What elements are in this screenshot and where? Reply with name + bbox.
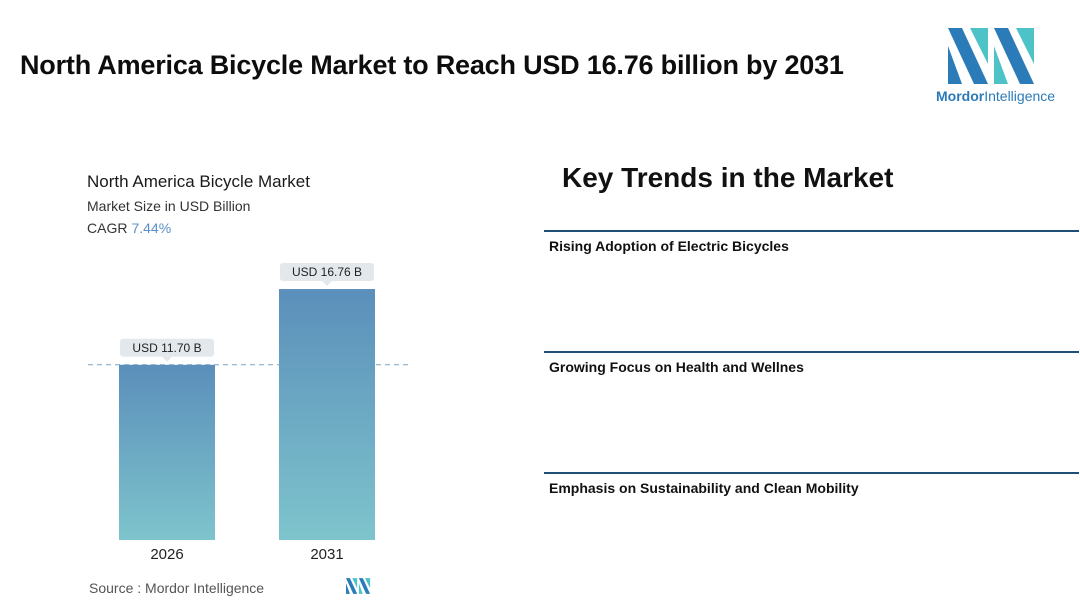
data-label: USD 16.76 B xyxy=(292,265,362,279)
chart-title: North America Bicycle Market xyxy=(87,172,310,191)
trends-heading: Key Trends in the Market xyxy=(562,162,894,193)
bar-2031 xyxy=(279,289,375,540)
trend-divider xyxy=(544,351,1079,353)
data-label-pointer xyxy=(322,281,332,287)
data-label: USD 11.70 B xyxy=(132,341,201,355)
bar-chart: USD 11.70 B 2026 USD 16.76 B 2031 xyxy=(88,263,410,563)
bar-2026 xyxy=(119,364,215,540)
page-title: North America Bicycle Market to Reach US… xyxy=(20,50,844,80)
logo-wordmark: MordorIntelligence xyxy=(936,88,1056,104)
trend-divider xyxy=(544,472,1079,474)
trend-divider xyxy=(544,230,1079,232)
x-tick-label: 2031 xyxy=(310,546,343,563)
x-tick-label: 2026 xyxy=(150,546,183,563)
cagr-label: CAGR xyxy=(87,220,128,236)
data-label-bg xyxy=(120,338,214,357)
mordor-intelligence-logo: MordorIntelligence xyxy=(932,28,1062,108)
logo-mark-icon xyxy=(948,28,1034,84)
cagr-value: 7.44% xyxy=(131,220,172,236)
source-label: Source : Mordor Intelligence xyxy=(89,580,265,596)
trend-item: Emphasis on Sustainability and Clean Mob… xyxy=(549,480,859,496)
data-label-pointer xyxy=(162,356,172,362)
source-logo-icon xyxy=(346,578,371,594)
trend-item: Growing Focus on Health and Wellnes xyxy=(549,359,804,375)
cagr: CAGR 7.44% xyxy=(87,220,171,236)
chart-subtitle: Market Size in USD Billion xyxy=(87,198,251,214)
trend-item: Rising Adoption of Electric Bicycles xyxy=(549,238,789,254)
data-label-bg xyxy=(280,263,374,282)
